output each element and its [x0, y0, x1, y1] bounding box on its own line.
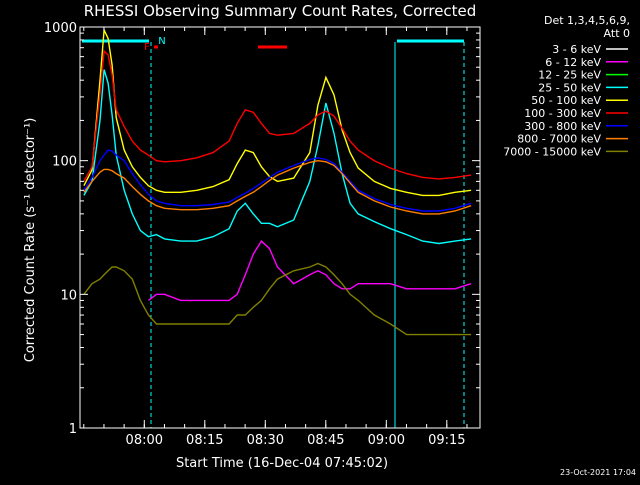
x-tick-label-3: 08:45 [307, 433, 344, 448]
y-tick-label-2: 100 [52, 155, 77, 170]
y-axis-title: Corrected Count Rate (s⁻¹ detector⁻¹) [23, 118, 38, 363]
x-tick-label-1: 08:15 [186, 433, 223, 448]
series-line-5 [83, 27, 472, 197]
series-line-8 [83, 159, 472, 215]
x-tick-label-4: 09:00 [368, 433, 405, 448]
legend-label-7: 300 - 800 keV [524, 120, 601, 133]
legend-header-line-1: Det 1,3,4,5,6,9, [544, 14, 630, 27]
x-tick-label-0: 08:00 [126, 433, 163, 448]
x-axis-title: Start Time (16-Dec-04 07:45:02) [176, 456, 388, 471]
legend-label-9: 7000 - 15000 keV [503, 145, 601, 158]
legend-label-3: 12 - 25 keV [538, 69, 601, 82]
series-line-2 [147, 240, 472, 302]
y-tick-label-3: 1000 [44, 21, 77, 36]
x-tick-label-2: 08:30 [247, 433, 284, 448]
y-tick-label-0: 1 [69, 422, 77, 437]
chart-title: RHESSI Observing Summary Count Rates, Co… [84, 2, 477, 20]
y-tick-label-1: 10 [60, 288, 77, 303]
series-line-9 [83, 262, 472, 336]
night-flag-label: N [158, 36, 165, 47]
series-line-7 [83, 149, 472, 212]
plot-frame [79, 26, 481, 429]
timestamp: 23-Oct-2021 17:04 [560, 468, 636, 477]
legend-label-1: 3 - 6 keV [552, 43, 601, 56]
legend-label-4: 25 - 50 keV [538, 81, 601, 94]
legend-label-2: 6 - 12 keV [545, 56, 601, 69]
series-line-6 [83, 49, 472, 182]
series-line-4 [83, 69, 472, 245]
legend-header-line-2: Att 0 [604, 27, 630, 40]
flare-flag-label: F [144, 42, 150, 53]
legend-label-5: 50 - 100 keV [531, 94, 601, 107]
legend-label-8: 800 - 7000 keV [517, 133, 601, 146]
legend-label-6: 100 - 300 keV [524, 107, 601, 120]
x-tick-label-5: 09:15 [428, 433, 465, 448]
